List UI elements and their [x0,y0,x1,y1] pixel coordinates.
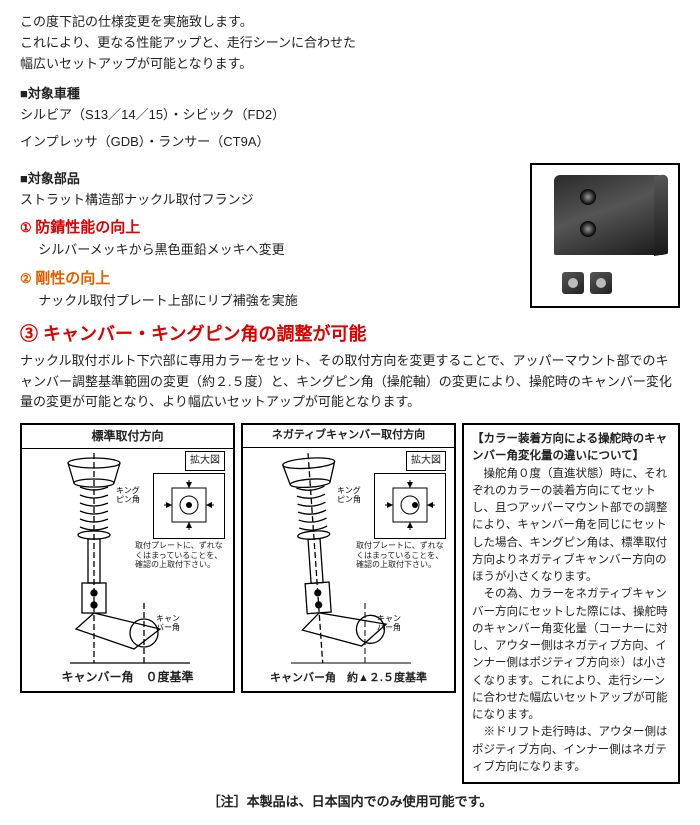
parts-line: ストラット構造部ナックル取付フランジ [20,190,518,211]
item-3: ③ キャンバー・キングピン角の調整が可能 [20,320,680,349]
side-head: 【カラー装着方向による操舵時のキャンバー角変化量の違いについて】 [472,431,670,466]
hole-icon [580,189,596,205]
fig-negative: ネガティブキャンバー取付方向 拡大図 取付プレートに、ずれなくはまっていることを… [241,423,456,693]
vehicles-head: ■対象車種 [20,84,680,105]
vehicles-line: シルビア（S13／14／15）・シビック（FD2） [20,105,680,126]
figure-row: 標準取付方向 拡大図 取付プレートに、ずれなくはまっていることを、確認の上取付下… [20,423,680,784]
svg-text:キャン: キャン [377,614,401,623]
flange-text: ■対象部品 ストラット構造部ナックル取付フランジ ① 防錆性能の向上 シルバーメ… [20,159,518,312]
fig-bottom: キャンバー角 約▲２.５度基準 [243,670,454,688]
svg-text:ピン角: ピン角 [116,494,140,504]
item-3-desc: ナックル取付ボルト下穴部に専用カラーをセット、その取付方向を変更することで、アッ… [20,351,680,413]
side-column: 【カラー装着方向による操舵時のキャンバー角変化量の違いについて】 操舵角０度（直… [462,423,680,784]
intro-line: これにより、更なる性能アップと、走行シーンに合わせた [20,33,680,54]
side-para: その為、カラーをネガティブキャンバー方向にセットした際には、操舵時のキャンバー角… [472,586,670,724]
item-num: ② [20,271,32,286]
strut-svg: キング ピン角 キャン バー角 [60,453,220,673]
intro-block: この度下記の仕様変更を実施致します。 これにより、更なる性能アップと、走行シーン… [20,12,680,74]
item-sub: ナックル取付プレート上部にリブ補強を実施 [38,291,518,312]
svg-text:キング: キング [337,485,361,495]
bracket-shape [554,175,664,255]
side-para: 操舵角０度（直進状態）時に、それぞれのカラーの装着方向にてセットし、且つアッパー… [472,466,670,587]
fig-bottom: キャンバー角 ０度基準 [22,668,233,687]
washers [562,272,612,294]
fig-head: ネガティブキャンバー取付方向 [243,425,454,448]
washer-icon [590,272,612,294]
item-title: キャンバー・キングピン角の調整が可能 [43,324,366,344]
strut-diagram: キング ピン角 キャン バー角 [60,453,120,653]
svg-text:キャン: キャン [156,614,180,623]
svg-text:ピン角: ピン角 [337,494,361,504]
item-title: 防錆性能の向上 [35,219,140,236]
fig-standard: 標準取付方向 拡大図 取付プレートに、ずれなくはまっていることを、確認の上取付下… [20,423,235,693]
svg-text:バー角: バー角 [156,622,180,632]
strut-svg: キング ピン角 キャン バー角 [281,453,441,673]
side-para: ※ドリフト走行時は、アウター側はポジティブ方向、インナー側はネガティブ方向になり… [472,724,670,776]
flange-photo [530,163,680,308]
washer-icon [562,272,584,294]
footer-note: ［注］本製品は、日本国内でのみ使用可能です。 [20,792,680,813]
parts-head: ■対象部品 [20,169,518,190]
fig-head: 標準取付方向 [22,425,233,449]
item-num: ① [20,220,32,235]
intro-line: 幅広いセットアップが可能となります。 [20,54,680,75]
item-title: 剛性の向上 [35,270,110,287]
intro-line: この度下記の仕様変更を実施致します。 [20,12,680,33]
vehicles-line: インプレッサ（GDB）・ランサー（CT9A） [20,132,680,153]
item-sub: シルバーメッキから黒色亜鉛メッキへ変更 [38,240,518,261]
item-num: ③ [20,324,38,344]
flange-row: ■対象部品 ストラット構造部ナックル取付フランジ ① 防錆性能の向上 シルバーメ… [20,159,680,312]
strut-diagram: キング ピン角 キャン バー角 [281,453,341,653]
item-1: ① 防錆性能の向上 [20,216,518,240]
hole-icon [580,221,596,237]
svg-text:バー角: バー角 [377,622,401,632]
kingpin-label: キング [116,485,140,495]
item-2: ② 剛性の向上 [20,267,518,291]
